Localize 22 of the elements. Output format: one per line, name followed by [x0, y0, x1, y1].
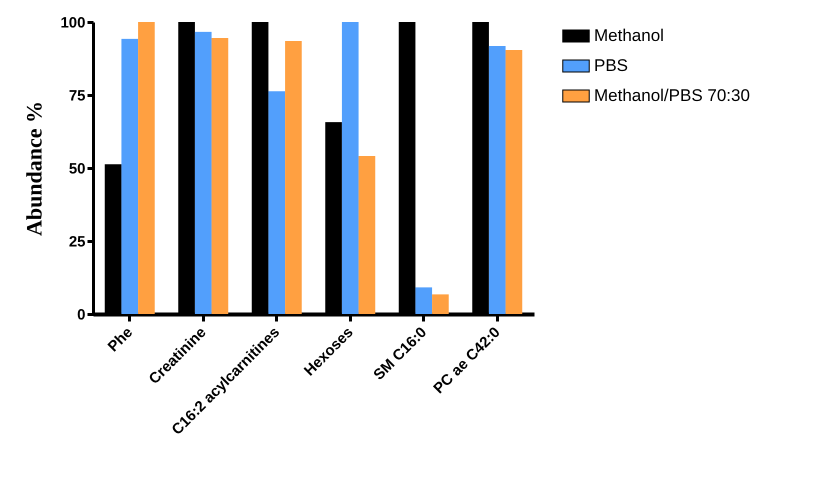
bar [488, 46, 506, 314]
bar [194, 32, 212, 314]
bar [506, 50, 522, 314]
legend-label: Methanol [594, 26, 664, 45]
bar [138, 22, 155, 314]
legend-label: PBS [594, 56, 628, 75]
y-tick-label: 25 [68, 234, 86, 250]
bar [415, 287, 432, 314]
y-tick-label: 0 [77, 306, 86, 324]
bar [121, 38, 138, 314]
bar [285, 40, 302, 314]
bar [358, 156, 376, 314]
legend-label: Methanol/PBS 70:30 [594, 86, 750, 105]
bar [342, 22, 359, 314]
bar [212, 38, 228, 314]
y-tick-label: 100 [60, 14, 86, 32]
y-tick-label: 50 [68, 160, 86, 178]
x-tick-label: Phe [104, 324, 136, 356]
bar [268, 91, 286, 314]
bar [432, 294, 449, 314]
y-tick-label: 75 [68, 88, 86, 104]
y-axis-title: Abundance % [21, 100, 46, 236]
